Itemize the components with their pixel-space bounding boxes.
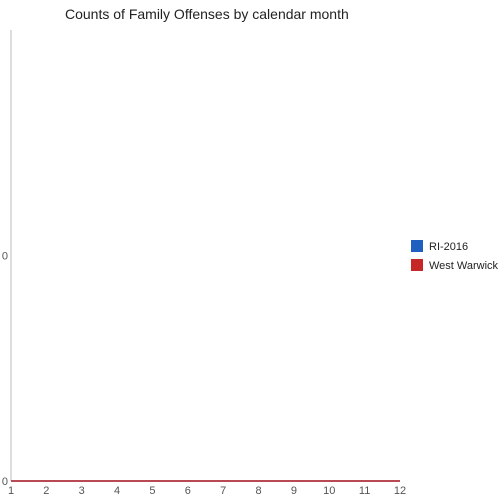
x-tick-labels: 1 2 3 4 5 6 7 8 9 10 11 12	[8, 485, 406, 497]
x-tick-label: 11	[359, 485, 370, 497]
legend-swatch	[411, 259, 423, 271]
y-tick-labels: 00	[2, 251, 8, 489]
x-tick-label: 4	[114, 485, 120, 497]
x-tick-label: 2	[43, 485, 49, 497]
chart-title: Counts of Family Offenses by calendar mo…	[65, 6, 349, 22]
x-tick-label: 8	[255, 485, 261, 497]
legend-swatch	[411, 240, 423, 252]
x-tick-label: 12	[394, 485, 406, 497]
legend-label: RI-2016	[429, 241, 468, 253]
axes	[10, 30, 400, 482]
x-tick-label: 6	[185, 485, 191, 497]
x-tick-label: 3	[79, 485, 85, 497]
x-tick-label: 7	[220, 485, 226, 497]
y-tick-label: 0	[2, 251, 8, 263]
y-tick-label: 0	[2, 476, 8, 488]
x-tick-label: 10	[323, 485, 335, 497]
x-tick-label: 5	[149, 485, 155, 497]
legend: RI-2016 West Warwick	[411, 240, 499, 272]
x-tick-label: 1	[8, 485, 14, 497]
x-tick-label: 9	[291, 485, 297, 497]
legend-label: West Warwick	[429, 260, 499, 272]
